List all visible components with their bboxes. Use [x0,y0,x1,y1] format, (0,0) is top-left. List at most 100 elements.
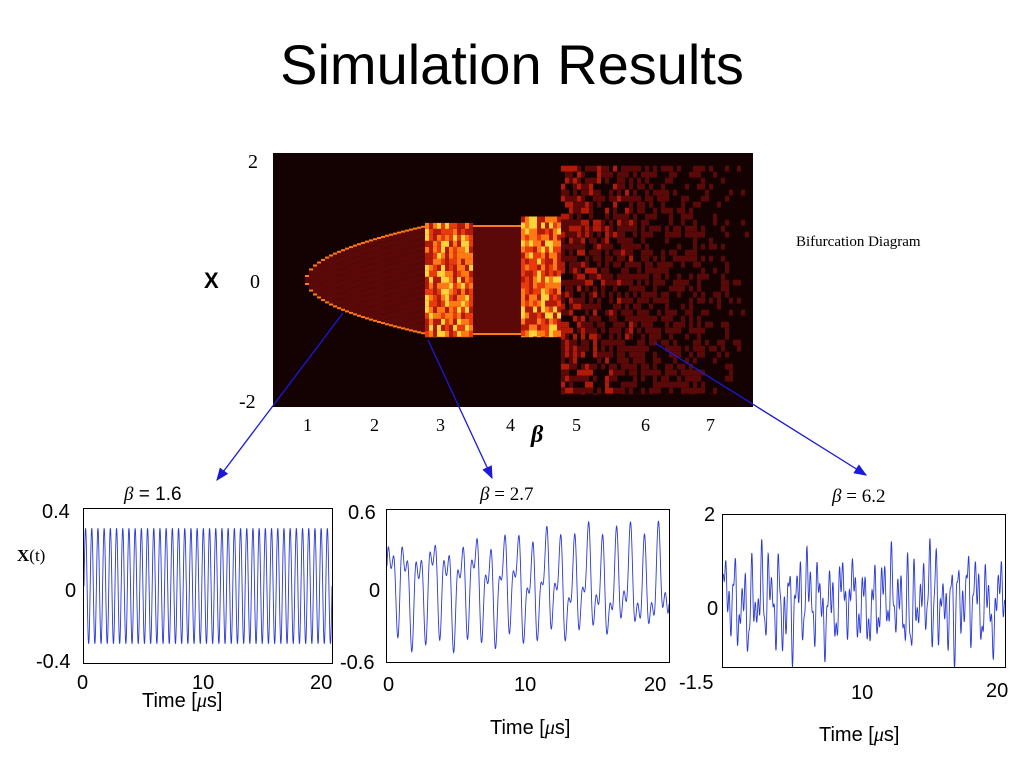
heatmap-cell [365,265,369,272]
heatmap-cell [329,285,333,292]
heatmap-cell [445,246,449,253]
heatmap-cell [665,261,669,268]
heatmap-cell [641,219,645,226]
heatmap-cell [709,327,713,334]
heatmap-cell [529,336,533,338]
heatmap-cell [705,339,709,346]
branch-edge [361,241,365,244]
heatmap-cell [669,267,673,274]
heatmap-cell [677,225,681,232]
heatmap-cell [493,250,497,256]
heatmap-cell [585,255,589,262]
heatmap-cell [577,369,581,376]
heatmap-cell [729,369,733,376]
heatmap-cell [461,234,465,241]
heatmap-cell [709,339,713,346]
heatmap-cell [689,363,693,370]
heatmap-cell [669,237,673,244]
heatmap-cell [653,207,657,214]
heatmap-cell [625,363,629,370]
heatmap-cell [377,304,381,310]
heatmap-cell [633,333,637,340]
heatmap-cell [737,249,741,256]
heatmap-cell [485,226,489,232]
heatmap-cell [725,231,729,238]
heatmap-cell [709,207,713,214]
heatmap-cell [669,243,673,250]
heatmap-cell [457,264,461,271]
heatmap-cell [613,255,617,262]
heatmap-cell [633,351,637,358]
heatmap-cell [713,165,717,172]
heatmap-cell [653,339,657,346]
heatmap-cell [725,261,729,268]
heatmap-cell [409,295,413,302]
heatmap-cell [441,222,445,229]
heatmap-cell [725,393,729,395]
heatmap-cell [645,165,649,172]
heatmap-cell [457,258,461,265]
heatmap-cell [541,222,545,229]
heatmap-cell [681,273,685,280]
heatmap-cell [741,369,745,376]
heatmap-cell [429,276,433,283]
branch-edge [413,227,417,230]
heatmap-cell [665,207,669,214]
heatmap-cell [457,306,461,313]
heatmap-cell [701,195,705,202]
heatmap-cell [709,393,713,395]
heatmap-cell [637,195,641,202]
branch-edge [357,243,361,246]
heatmap-cell [529,312,533,319]
heatmap-cell [645,333,649,340]
heatmap-cell [621,309,625,316]
heatmap-cell [697,207,701,214]
heatmap-cell [713,345,717,352]
heatmap-cell [401,309,405,316]
heatmap-cell [565,261,569,268]
heatmap-cell [669,333,673,340]
heatmap-cell [353,257,357,264]
heatmap-cell [477,268,481,274]
heatmap-cell [697,267,701,274]
heatmap-cell [613,177,617,184]
heatmap-cell [649,291,653,298]
heatmap-cell [589,225,593,232]
heatmap-cell [565,225,569,232]
heatmap-cell [357,286,361,293]
heatmap-cell [733,189,737,196]
heatmap-cell [525,282,529,289]
heatmap-cell [669,321,673,328]
branch-edge [393,325,397,328]
heatmap-cell [577,231,581,238]
heatmap-cell [749,177,753,184]
heatmap-cell [597,327,601,334]
heatmap-cell [601,189,605,196]
heatmap-cell [625,387,629,394]
heatmap-cell [705,387,709,394]
heatmap-cell [629,315,633,322]
heatmap-cell [697,309,701,316]
heatmap-cell [605,285,609,292]
heatmap-cell [437,246,441,253]
heatmap-cell [549,234,553,241]
heatmap-cell [625,267,629,274]
heatmap-cell [597,291,601,298]
heatmap-cell [705,369,709,376]
heatmap-cell [661,375,665,382]
heatmap-cell [629,177,633,184]
heatmap-cell [617,189,621,196]
heatmap-cell [685,243,689,250]
heatmap-cell [733,303,737,310]
heatmap-cell [633,375,637,382]
heatmap-cell [521,258,525,265]
heatmap-cell [637,267,641,274]
heatmap-cell [693,327,697,334]
heatmap-cell [673,345,677,352]
heatmap-cell [445,300,449,307]
heatmap-cell [529,330,533,337]
heatmap-cell [609,387,613,394]
heatmap-cell [469,228,473,235]
heatmap-cell [661,345,665,352]
heatmap-cell [677,255,681,262]
